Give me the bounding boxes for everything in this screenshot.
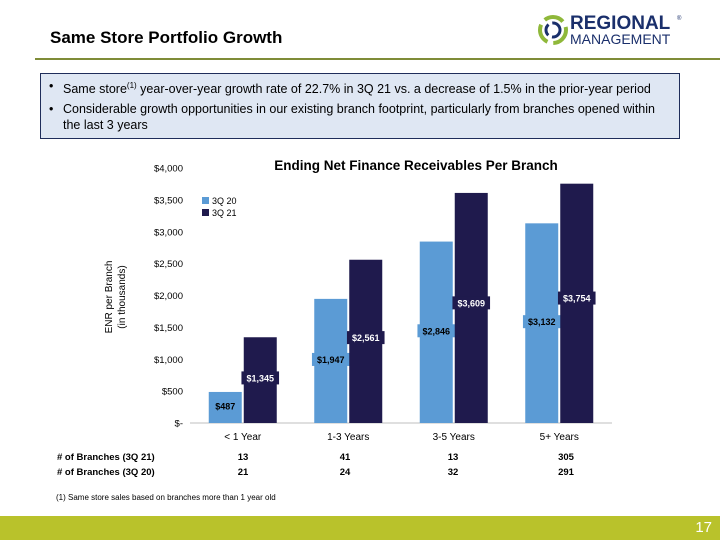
y-tick-label: $- [175, 419, 183, 430]
logo-registered-mark: ® [677, 15, 682, 22]
header-divider [35, 58, 720, 60]
data-label-bg [522, 315, 561, 329]
table-cell: 291 [558, 467, 574, 478]
bullet-text-cont: year-over-year growth rate of 22.7% in 3… [136, 82, 651, 97]
y-tick-label: $2,000 [154, 291, 183, 302]
y-tick-label: $1,500 [154, 323, 183, 334]
y-axis-label-unit: (in thousands) [117, 265, 128, 328]
data-label: $2,846 [422, 326, 450, 336]
data-label: $1,345 [246, 373, 274, 383]
y-tick-label: $4,000 [154, 164, 183, 175]
x-tick-label: < 1 Year [224, 432, 262, 443]
legend-label: 3Q 21 [212, 208, 237, 218]
table-cell: 21 [237, 467, 249, 478]
bullet-dot-icon: • [49, 79, 54, 93]
table-cell: 13 [447, 452, 459, 463]
data-label-bg [557, 291, 596, 305]
table-cell: 32 [447, 467, 459, 478]
x-tick-label: 5+ Years [540, 432, 579, 443]
data-label-bg [241, 371, 280, 385]
chart-title: Ending Net Finance Receivables Per Branc… [274, 158, 558, 173]
footnote: (1) Same store sales based on branches m… [56, 493, 276, 502]
data-label: $1,947 [317, 355, 345, 365]
data-label: $487 [215, 401, 235, 411]
y-tick-label: $3,000 [154, 227, 183, 238]
page-number: 17 [695, 519, 712, 536]
legend-label: 3Q 20 [212, 196, 237, 206]
data-label-bg [311, 352, 350, 366]
y-tick-label: $1,000 [154, 355, 183, 366]
table-cell: 13 [237, 452, 249, 463]
data-label: $3,609 [457, 298, 485, 308]
table-row: # of Branches (3Q 21) 13 41 13 305 [0, 452, 720, 466]
table-cell: 41 [339, 452, 351, 463]
key-points-box: • Same store(1) year-over-year growth ra… [40, 73, 680, 139]
table-cell: 24 [339, 467, 351, 478]
logo-swirl-icon [538, 15, 568, 45]
logo-word-management: MANAGEMENT [570, 31, 671, 47]
enr-per-branch-chart: Ending Net Finance Receivables Per Branc… [104, 158, 612, 443]
y-axis-label: ENR per Branch [104, 261, 115, 334]
regional-management-logo: REGIONAL ® MANAGEMENT [538, 13, 682, 47]
legend-swatch [202, 209, 209, 216]
data-label-bg [452, 296, 491, 310]
footer-bar: 17 [0, 516, 720, 540]
bullet-text: Considerable growth opportunities in our… [63, 102, 655, 133]
y-tick-label: $500 [162, 387, 183, 398]
row-label: # of Branches (3Q 20) [57, 467, 155, 478]
table-row: # of Branches (3Q 20) 21 24 32 291 [0, 467, 720, 481]
data-label-bg [212, 399, 239, 413]
bullet-text: Same store [63, 82, 127, 97]
data-label: $3,754 [563, 294, 591, 304]
legend-swatch [202, 197, 209, 204]
x-tick-label: 1-3 Years [327, 432, 369, 443]
x-tick-label: 3-5 Years [433, 432, 475, 443]
y-tick-label: $3,500 [154, 195, 183, 206]
page-title: Same Store Portfolio Growth [50, 28, 283, 47]
bullet-item: • Considerable growth opportunities in o… [49, 101, 673, 133]
row-label: # of Branches (3Q 21) [57, 452, 155, 463]
data-label-bg [417, 324, 456, 338]
logo-word-regional: REGIONAL [570, 13, 671, 34]
data-label: $3,132 [528, 317, 556, 327]
table-cell: 305 [558, 452, 574, 463]
y-tick-label: $2,500 [154, 259, 183, 270]
data-label: $2,561 [352, 333, 380, 343]
bullet-item: • Same store(1) year-over-year growth ra… [49, 78, 673, 97]
bullet-dot-icon: • [49, 102, 54, 117]
footnote-ref: (1) [126, 81, 137, 90]
data-label-bg [346, 331, 385, 345]
